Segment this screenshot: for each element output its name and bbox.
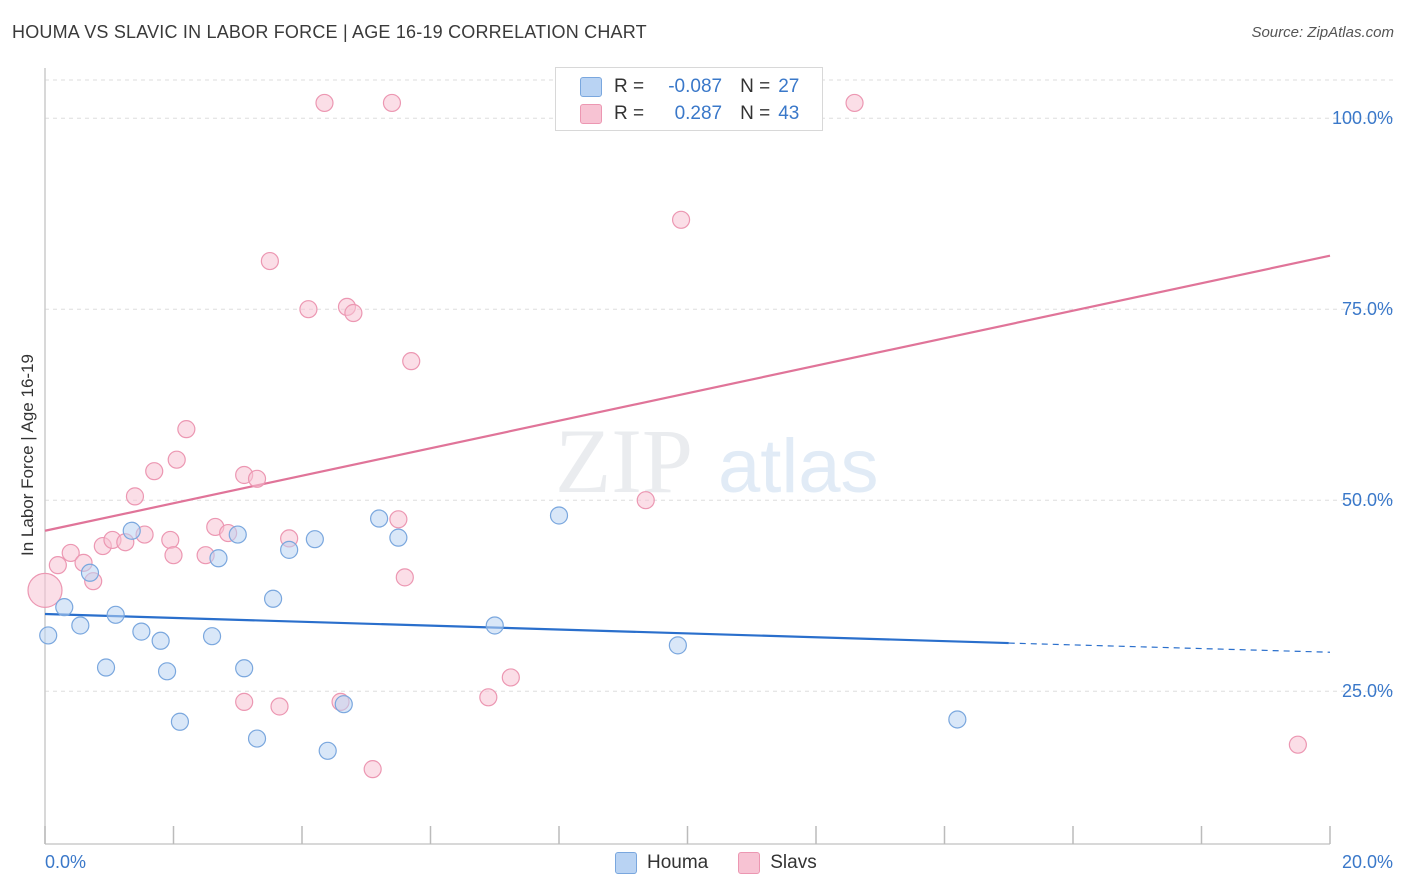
- slavs-point: [164, 546, 183, 565]
- slavs-point: [247, 469, 267, 488]
- houma-point: [549, 506, 569, 525]
- legend-row-slavs: R = 0.287 N = 43: [580, 101, 799, 127]
- slavs-swatch: [580, 104, 602, 124]
- y-tick-label: 50.0%: [1342, 490, 1393, 510]
- watermark: ZIP atlas: [555, 410, 879, 512]
- slavs-point: [270, 697, 289, 716]
- houma-point: [235, 659, 254, 678]
- houma-r-label: R =: [614, 76, 645, 97]
- slavs-legend-swatch: [738, 852, 761, 874]
- houma-point: [948, 710, 967, 729]
- x-tick-label: 20.0%: [1342, 852, 1393, 872]
- houma-point: [370, 509, 389, 528]
- data-points: [27, 93, 1307, 779]
- watermark-atlas: atlas: [718, 424, 879, 509]
- houma-r-value: -0.087: [668, 76, 723, 97]
- houma-point: [71, 616, 90, 635]
- slavs-point: [671, 210, 691, 229]
- slavs-point: [636, 491, 655, 510]
- tick-labels: 25.0% 50.0% 75.0% 100.0% 0.0% 20.0%: [45, 108, 1393, 872]
- houma-point: [485, 616, 504, 635]
- houma-point: [263, 589, 283, 608]
- houma-n-value: 27: [778, 76, 800, 97]
- y-tick-label: 75.0%: [1342, 299, 1393, 319]
- slavs-point: [382, 93, 402, 113]
- slavs-point: [48, 556, 67, 575]
- slavs-point: [845, 93, 864, 113]
- houma-point: [55, 598, 74, 617]
- legend-item-houma: Houma: [615, 852, 708, 874]
- houma-n-label: N =: [740, 76, 771, 97]
- slavs-point: [363, 760, 382, 779]
- houma-point: [96, 658, 116, 677]
- slavs-point: [315, 93, 334, 113]
- slavs-point: [479, 688, 498, 707]
- slavs-legend-label: Slavs: [770, 852, 817, 873]
- houma-point: [668, 636, 687, 655]
- houma-point: [106, 605, 125, 624]
- houma-point: [170, 712, 190, 731]
- houma-swatch: [580, 77, 602, 97]
- houma-point: [318, 741, 337, 760]
- correlation-legend: R = -0.087 N = 27 R = 0.287 N = 43: [555, 67, 823, 131]
- chart-title: HOUMA VS SLAVIC IN LABOR FORCE | AGE 16-…: [12, 22, 647, 42]
- houma-point: [247, 729, 267, 748]
- houma-point: [334, 695, 353, 714]
- slavs-point: [1288, 735, 1307, 754]
- houma-point: [389, 528, 408, 547]
- slavs-point: [402, 352, 421, 371]
- houma-point: [305, 530, 324, 549]
- houma-legend-swatch: [615, 852, 637, 874]
- slavs-point: [344, 303, 363, 323]
- watermark-zip: ZIP: [555, 410, 693, 512]
- slavs-point: [389, 510, 408, 529]
- slavs-point: [235, 692, 254, 711]
- slavs-point: [27, 572, 63, 608]
- slavs-point: [167, 450, 186, 469]
- slavs-point: [177, 420, 196, 439]
- houma-trend-line: [44, 612, 1009, 645]
- houma-point: [80, 563, 100, 582]
- slavs-point: [501, 668, 520, 687]
- slavs-point: [395, 568, 414, 587]
- houma-point: [151, 631, 170, 650]
- slavs-point: [145, 462, 164, 481]
- houma-point: [202, 627, 222, 646]
- axes: [44, 68, 1331, 845]
- series-legend: Houma Slavs: [615, 852, 847, 874]
- slavs-point: [161, 530, 180, 550]
- slavs-n-label: N =: [740, 103, 771, 124]
- houma-trend-extension: [1008, 642, 1331, 653]
- slavs-n-value: 43: [778, 103, 800, 124]
- source-label: Source: ZipAtlas.com: [1251, 24, 1394, 41]
- slavs-point: [299, 300, 318, 319]
- x-tick-label: 0.0%: [45, 852, 86, 872]
- houma-legend-label: Houma: [647, 852, 709, 873]
- legend-row-houma: R = -0.087 N = 27: [580, 74, 799, 100]
- houma-point: [209, 549, 228, 568]
- houma-point: [122, 521, 141, 540]
- slavs-point: [260, 251, 279, 271]
- slavs-point: [61, 543, 80, 563]
- houma-point: [280, 540, 299, 559]
- y-tick-label: 100.0%: [1332, 108, 1393, 128]
- houma-point: [132, 622, 151, 641]
- y-tick-label: 25.0%: [1342, 681, 1393, 701]
- houma-point: [228, 525, 247, 544]
- houma-point: [157, 662, 177, 681]
- slavs-point: [125, 487, 145, 506]
- slavs-r-value: 0.287: [674, 103, 723, 124]
- houma-point: [39, 626, 58, 645]
- legend-item-slavs: Slavs: [738, 852, 817, 874]
- slavs-r-label: R =: [614, 103, 645, 124]
